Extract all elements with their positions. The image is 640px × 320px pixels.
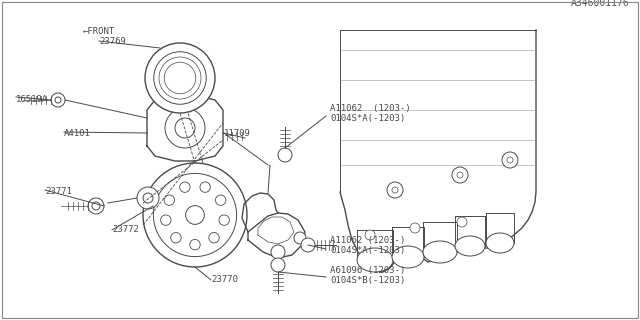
Text: A11062 (1203-): A11062 (1203-)	[330, 236, 405, 244]
Text: A61096 (1203-): A61096 (1203-)	[330, 266, 405, 275]
Circle shape	[457, 172, 463, 178]
Circle shape	[410, 223, 420, 233]
Circle shape	[143, 193, 153, 203]
Text: 23771: 23771	[45, 188, 72, 196]
Circle shape	[457, 217, 467, 227]
Circle shape	[209, 233, 220, 243]
Circle shape	[301, 238, 315, 252]
Circle shape	[278, 148, 292, 162]
Circle shape	[154, 173, 237, 257]
Text: 23770: 23770	[211, 276, 238, 284]
Ellipse shape	[455, 236, 485, 256]
Circle shape	[88, 198, 104, 214]
Circle shape	[200, 182, 211, 192]
Circle shape	[159, 57, 201, 99]
Circle shape	[143, 163, 247, 267]
Circle shape	[502, 152, 518, 168]
Circle shape	[216, 195, 226, 205]
Circle shape	[180, 182, 190, 192]
Ellipse shape	[486, 233, 514, 253]
Circle shape	[55, 97, 61, 103]
Circle shape	[392, 187, 398, 193]
Circle shape	[154, 52, 206, 104]
Circle shape	[172, 70, 188, 86]
Ellipse shape	[423, 241, 457, 263]
Circle shape	[186, 206, 204, 224]
Circle shape	[51, 93, 65, 107]
Circle shape	[164, 62, 196, 94]
Circle shape	[452, 167, 468, 183]
Circle shape	[271, 258, 285, 272]
Text: 23772: 23772	[112, 226, 139, 235]
Circle shape	[164, 195, 175, 205]
Circle shape	[387, 182, 403, 198]
Circle shape	[145, 43, 215, 113]
Circle shape	[92, 202, 100, 210]
Ellipse shape	[357, 248, 393, 272]
Text: 23769: 23769	[99, 37, 126, 46]
Text: 0104S*B(-1203): 0104S*B(-1203)	[330, 276, 405, 284]
Circle shape	[190, 239, 200, 250]
Text: 11709: 11709	[224, 130, 251, 139]
Circle shape	[294, 232, 306, 244]
Circle shape	[171, 233, 181, 243]
Text: A346001176: A346001176	[572, 0, 630, 8]
Circle shape	[161, 215, 171, 225]
Circle shape	[365, 230, 375, 240]
Text: 16519A: 16519A	[16, 95, 48, 105]
Text: 0104S*A(-1203): 0104S*A(-1203)	[330, 245, 405, 254]
Text: ←FRONT: ←FRONT	[83, 28, 115, 36]
Circle shape	[175, 118, 195, 138]
Circle shape	[271, 245, 285, 259]
Circle shape	[219, 215, 229, 225]
Circle shape	[137, 187, 159, 209]
Circle shape	[165, 108, 205, 148]
Text: A11062  (1203-): A11062 (1203-)	[330, 103, 411, 113]
Ellipse shape	[392, 246, 424, 268]
Text: A4101: A4101	[64, 130, 91, 139]
Circle shape	[507, 157, 513, 163]
Text: 0104S*A(-1203): 0104S*A(-1203)	[330, 114, 405, 123]
